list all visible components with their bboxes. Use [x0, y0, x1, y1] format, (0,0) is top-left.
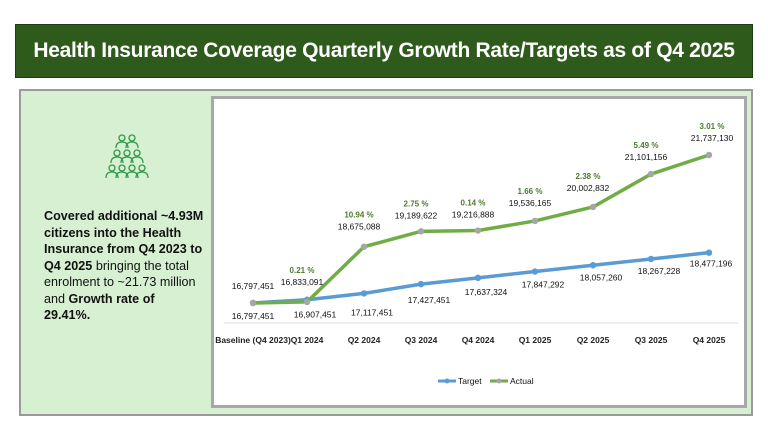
x-tick-label: Q4 2024 — [462, 335, 495, 345]
summary-growth-rate: Growth rate of 29.41%. — [44, 291, 155, 323]
data-point-target — [589, 262, 597, 269]
data-label-actual: 16,833,091 — [281, 277, 324, 287]
summary-highlight: Covered additional ~4.93M citizens into … — [44, 209, 204, 273]
growth-label: 5.49 % — [634, 141, 659, 150]
data-label-target: 16,797,451 — [232, 311, 275, 321]
data-point-actual — [249, 299, 257, 307]
data-label-target: 18,057,260 — [580, 272, 623, 282]
data-label-target: 17,427,451 — [408, 295, 451, 305]
data-point-actual — [360, 243, 368, 250]
growth-label: 10.94 % — [344, 211, 373, 220]
data-label-target: 17,117,451 — [351, 307, 393, 317]
legend-label-target: Target — [458, 376, 482, 386]
chart-container — [211, 96, 747, 408]
data-label-target: 17,847,292 — [522, 280, 565, 290]
legend-marker-actual — [496, 378, 502, 384]
data-label-actual: 18,675,088 — [338, 222, 381, 232]
data-point-actual — [705, 151, 713, 159]
data-point-target — [531, 268, 539, 275]
page-title: Health Insurance Coverage Quarterly Grow… — [33, 39, 735, 62]
x-tick-label: Q2 2025 — [577, 335, 610, 345]
data-point-actual — [417, 228, 425, 235]
data-label-actual: 19,216,888 — [452, 210, 495, 220]
growth-label: 0.14 % — [461, 199, 486, 208]
data-label-target: 18,477,196 — [690, 259, 733, 269]
x-tick-label: Q4 2025 — [693, 335, 726, 345]
legend-marker-target — [444, 378, 450, 384]
data-label-target: 16,907,451 — [294, 310, 337, 320]
x-tick-label: Q1 2025 — [519, 335, 552, 345]
growth-label: 2.75 % — [404, 199, 429, 208]
x-tick-label: Q1 2024 — [291, 335, 324, 345]
x-tick-label: Q2 2024 — [348, 335, 381, 345]
data-label-actual: 19,536,165 — [509, 198, 552, 208]
growth-label: 0.21 % — [290, 266, 315, 275]
x-tick-label: Q3 2025 — [635, 335, 668, 345]
data-label-actual: 19,189,622 — [395, 210, 438, 220]
people-group-icon — [105, 134, 149, 189]
data-point-target — [647, 255, 655, 263]
data-point-actual — [474, 227, 482, 234]
data-label-target: 18,267,228 — [638, 266, 681, 276]
data-point-actual — [531, 217, 539, 225]
data-point-target — [360, 290, 368, 297]
summary-body: bringing the total enrolment to ~21.73 m… — [44, 258, 196, 306]
data-point-target — [417, 280, 425, 288]
growth-label: 1.66 % — [518, 187, 543, 196]
legend-label-actual: Actual — [510, 376, 534, 386]
data-point-target — [705, 249, 713, 256]
data-label-actual: 20,002,832 — [567, 183, 610, 193]
data-point-target — [474, 274, 482, 282]
x-tick-label: Q3 2024 — [405, 335, 438, 345]
data-point-actual — [589, 203, 597, 211]
data-label-actual: 21,101,156 — [625, 152, 668, 162]
summary-text: Covered additional ~4.93M citizens into … — [44, 208, 204, 324]
growth-label: 2.38 % — [576, 172, 601, 181]
data-point-actual — [647, 170, 655, 178]
x-tick-label: Baseline (Q4 2023) — [215, 335, 291, 345]
data-label-actual: 16,797,451 — [232, 281, 275, 291]
growth-label: 3.01 % — [700, 122, 725, 131]
data-label-actual: 21,737,130 — [691, 133, 734, 143]
data-point-actual — [303, 298, 311, 306]
title-bar: Health Insurance Coverage Quarterly Grow… — [15, 24, 753, 78]
data-label-target: 17,637,324 — [465, 287, 508, 297]
